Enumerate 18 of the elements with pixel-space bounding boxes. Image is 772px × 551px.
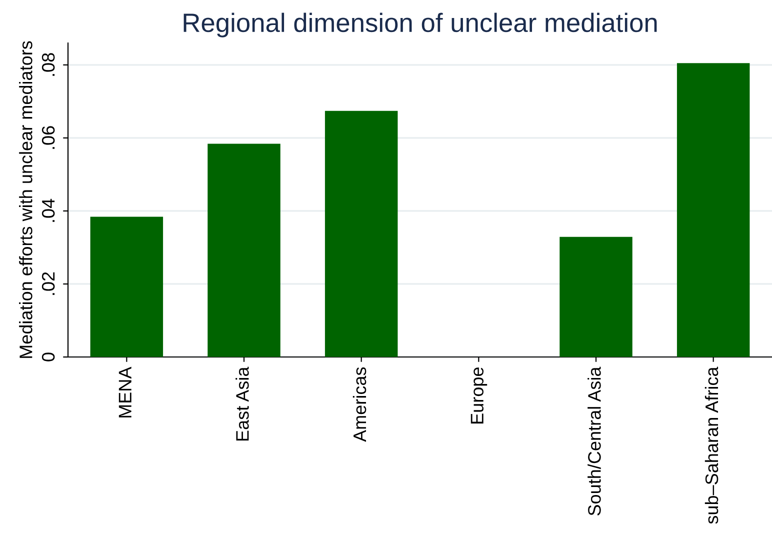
x-tick-label: sub–Saharan Africa [704,366,718,524]
bar [324,110,398,357]
bar [208,144,280,357]
bar [560,236,632,357]
chart-title: Regional dimension of unclear mediation [184,12,657,38]
y-tick-label: .08 [42,53,55,76]
bar [676,63,750,357]
x-tick-label: MENA [118,366,132,418]
y-tick-label: 0 [42,352,55,362]
y-tick-label: .02 [42,272,55,295]
x-tick-label: East Asia [236,366,249,441]
x-tick-label: South/Central Asia [588,366,601,516]
x-tick-label: Americas [352,367,366,442]
y-axis-title: Mediation efforts with unclear mediators [19,41,32,358]
x-tick-label: Europe [470,368,488,424]
y-tick-label: .04 [42,198,55,222]
bar [90,216,164,357]
y-tick-label: .06 [42,126,55,149]
